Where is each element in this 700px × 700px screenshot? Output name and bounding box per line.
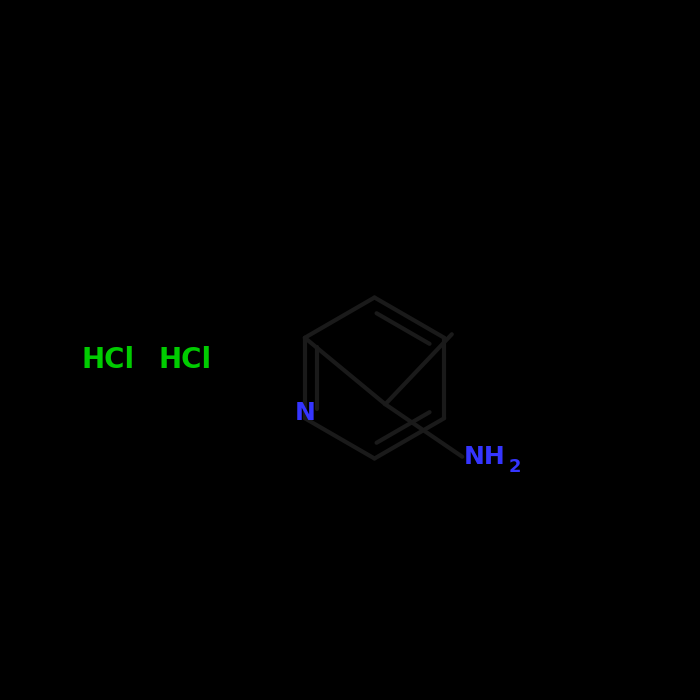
Text: HCl: HCl bbox=[159, 346, 212, 374]
Text: N: N bbox=[294, 400, 315, 425]
Text: 2: 2 bbox=[508, 458, 521, 476]
Text: HCl: HCl bbox=[82, 346, 135, 374]
Text: NH: NH bbox=[463, 444, 505, 469]
